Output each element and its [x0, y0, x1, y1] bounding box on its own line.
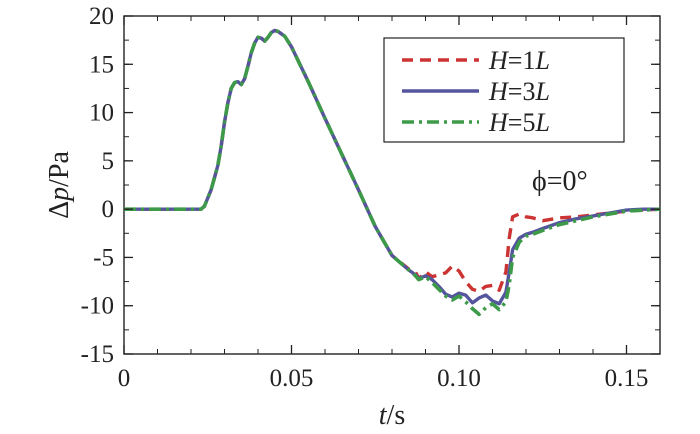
legend-label-1: H=1L	[488, 46, 550, 75]
y-tick-label: 10	[89, 100, 114, 127]
y-tick-label: -5	[93, 244, 114, 271]
x-tick-label: 0.15	[605, 365, 649, 392]
legend-label-2: H=3L	[488, 77, 550, 106]
y-tick-label: 15	[89, 51, 114, 78]
x-tick-label: 0.05	[270, 365, 314, 392]
legend-label-3: H=5L	[488, 108, 550, 137]
annotation-layer: ϕ=0°	[532, 166, 588, 197]
y-tick-label: -15	[81, 341, 114, 368]
y-tick-label: 20	[89, 3, 114, 30]
series-line-3	[124, 28, 661, 317]
y-tick-label: 5	[102, 148, 115, 175]
series-layer	[124, 28, 661, 317]
phi-annotation: ϕ=0°	[532, 166, 588, 197]
labels-layer: t/s Δp/Pa	[44, 151, 405, 431]
x-tick-label: 0	[118, 365, 131, 392]
x-axis-title: t/s	[379, 400, 405, 431]
y-axis-title: Δp/Pa	[44, 151, 75, 219]
y-tick-label: -10	[81, 293, 114, 320]
ticks-layer: 0 0.05 0.10 0.15 -15 -10 -5 0 5 10 15 20	[81, 3, 661, 392]
y-tick-label: 0	[102, 196, 115, 223]
legend: H=1LH=3LH=5L	[383, 37, 625, 143]
x-tick-label: 0.10	[437, 365, 481, 392]
